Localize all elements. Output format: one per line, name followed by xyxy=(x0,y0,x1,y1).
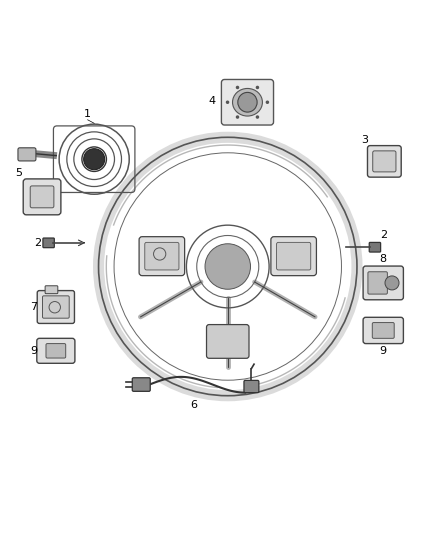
FancyBboxPatch shape xyxy=(145,243,179,270)
FancyBboxPatch shape xyxy=(45,286,58,294)
Circle shape xyxy=(84,149,105,169)
FancyBboxPatch shape xyxy=(363,317,403,344)
Text: 3: 3 xyxy=(361,135,368,145)
FancyBboxPatch shape xyxy=(23,179,61,215)
Text: 1: 1 xyxy=(84,109,91,119)
Circle shape xyxy=(385,276,399,290)
FancyBboxPatch shape xyxy=(372,322,394,338)
Text: 6: 6 xyxy=(191,400,197,410)
FancyBboxPatch shape xyxy=(221,79,273,125)
Text: 5: 5 xyxy=(15,168,22,179)
FancyBboxPatch shape xyxy=(37,290,74,324)
Ellipse shape xyxy=(238,92,257,112)
Circle shape xyxy=(256,115,259,119)
FancyBboxPatch shape xyxy=(43,238,54,248)
FancyBboxPatch shape xyxy=(368,272,387,294)
FancyBboxPatch shape xyxy=(30,186,54,208)
Text: 2: 2 xyxy=(35,238,42,248)
Text: 9: 9 xyxy=(30,346,37,356)
Text: 4: 4 xyxy=(208,96,215,107)
FancyBboxPatch shape xyxy=(369,243,381,252)
FancyBboxPatch shape xyxy=(271,237,316,276)
FancyBboxPatch shape xyxy=(373,151,396,172)
FancyBboxPatch shape xyxy=(37,338,75,364)
Text: 7: 7 xyxy=(30,302,37,312)
FancyBboxPatch shape xyxy=(276,243,311,270)
Circle shape xyxy=(265,101,269,104)
FancyBboxPatch shape xyxy=(42,296,69,318)
FancyBboxPatch shape xyxy=(18,148,36,161)
Text: 9: 9 xyxy=(380,346,387,356)
FancyBboxPatch shape xyxy=(46,344,66,358)
Ellipse shape xyxy=(233,88,262,116)
Circle shape xyxy=(205,244,251,289)
FancyBboxPatch shape xyxy=(367,146,401,177)
Circle shape xyxy=(256,86,259,89)
FancyBboxPatch shape xyxy=(132,378,150,391)
FancyBboxPatch shape xyxy=(139,237,185,276)
Circle shape xyxy=(236,115,239,119)
Text: 8: 8 xyxy=(380,254,387,264)
Circle shape xyxy=(236,86,239,89)
Text: 2: 2 xyxy=(380,230,387,240)
FancyBboxPatch shape xyxy=(207,325,249,358)
FancyBboxPatch shape xyxy=(363,266,403,300)
FancyBboxPatch shape xyxy=(244,381,259,393)
Circle shape xyxy=(226,101,230,104)
